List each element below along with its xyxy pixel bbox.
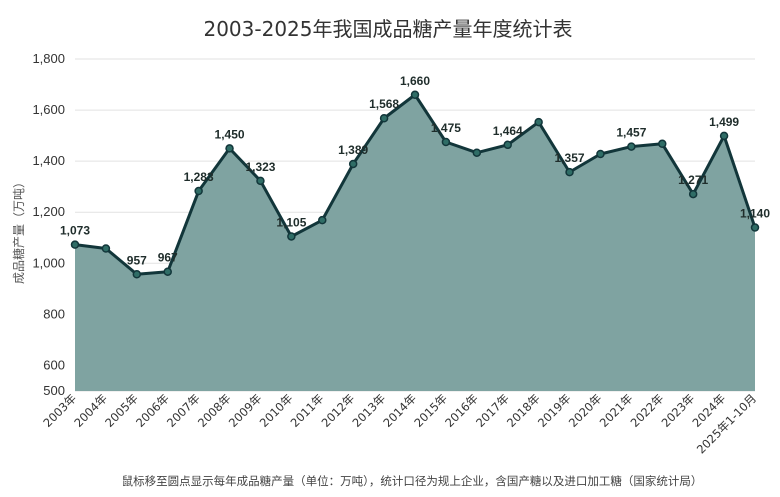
data-label: 1,140 [740, 207, 770, 221]
data-label: 1,660 [400, 74, 430, 88]
series-area [74, 93, 757, 391]
data-label: 1,450 [215, 127, 245, 141]
y-tick-label: 1,400 [32, 153, 65, 168]
data-point[interactable] [472, 148, 482, 157]
x-tick-label: 2015年 [411, 391, 450, 430]
data-point[interactable] [256, 176, 265, 186]
data-point[interactable] [627, 142, 636, 151]
y-tick-label: 600 [43, 357, 65, 372]
data-point[interactable] [596, 149, 605, 159]
data-label: 1,464 [493, 124, 523, 138]
x-tick-label: 2023年 [659, 391, 698, 430]
data-label: 1,073 [60, 224, 90, 238]
x-tick-label: 2016年 [442, 391, 481, 430]
x-tick-label: 2012年 [319, 391, 358, 430]
data-point[interactable] [70, 240, 80, 249]
data-point[interactable] [503, 140, 512, 150]
data-point[interactable] [379, 113, 389, 123]
y-tick-label: 1,800 [32, 51, 65, 66]
data-label: 1,499 [709, 115, 739, 129]
data-point[interactable] [101, 244, 111, 253]
data-point[interactable] [565, 167, 574, 177]
data-label: 1,105 [276, 215, 306, 229]
x-tick-label: 2011年 [288, 391, 327, 430]
x-tick-label: 2008年 [195, 391, 234, 430]
y-tick-label: 1,600 [32, 102, 65, 117]
x-tick-label: 2005年 [102, 391, 141, 430]
x-tick-label: 2013年 [349, 391, 388, 430]
data-label: 1,357 [555, 151, 585, 165]
data-label: 957 [127, 253, 147, 267]
data-label: 1,323 [245, 160, 275, 174]
data-point[interactable] [658, 139, 667, 149]
x-tick-label: 2018年 [504, 391, 543, 430]
data-point[interactable] [132, 270, 142, 279]
data-point[interactable] [534, 117, 543, 127]
data-points[interactable] [70, 90, 760, 279]
footnote: 鼠标移至圆点显示每年成品糖产量（单位：万吨），统计口径为规上企业，含国产糖以及进… [122, 474, 703, 488]
data-label: 1,271 [678, 173, 708, 187]
x-tick-label: 2010年 [257, 391, 296, 430]
y-tick-label: 500 [43, 383, 65, 398]
data-label: 1,568 [369, 97, 399, 111]
data-point[interactable] [719, 131, 729, 141]
data-point[interactable] [688, 189, 698, 199]
x-tick-label: 2019年 [535, 391, 574, 430]
data-labels: 1,073 957 967 1,283 1,450 1,323 1,105 1,389 1,56… [60, 74, 770, 268]
y-axis-ticks: 500 600 800 1,000 1,200 1,400 1,600 1,800 [32, 51, 65, 398]
x-tick-label: 2022年 [628, 391, 667, 430]
x-axis-ticks: 2003年2004年2005年2006年2007年2008年2009年2010年… [40, 391, 759, 456]
data-label: 1,283 [184, 170, 214, 184]
x-tick-label: 2020年 [566, 391, 605, 430]
area-fill [75, 94, 755, 391]
data-label: 1,389 [338, 143, 368, 157]
data-point[interactable] [225, 144, 234, 153]
y-axis-label: 成品糖产量（万吨） [11, 176, 26, 284]
data-point[interactable] [194, 186, 203, 196]
data-point[interactable] [163, 267, 172, 276]
y-tick-label: 800 [43, 306, 65, 321]
data-point[interactable] [318, 215, 327, 225]
data-label: 967 [158, 251, 178, 265]
data-point[interactable] [410, 90, 420, 100]
chart-title: 2003-2025年我国成品糖产量年度统计表 [203, 17, 572, 41]
x-tick-label: 2006年 [133, 391, 172, 430]
data-point[interactable] [441, 137, 451, 147]
x-tick-label: 2007年 [164, 391, 203, 430]
data-point[interactable] [287, 232, 296, 241]
x-tick-label: 2021年 [597, 391, 636, 430]
y-tick-label: 1,000 [32, 255, 65, 270]
x-tick-label: 2014年 [380, 391, 419, 430]
x-tick-label: 2017年 [473, 391, 512, 430]
data-point[interactable] [348, 159, 358, 169]
data-label: 1,457 [616, 126, 646, 140]
y-tick-label: 1,200 [32, 204, 65, 219]
data-point[interactable] [750, 223, 760, 232]
data-label: 1,475 [431, 121, 461, 135]
x-tick-label: 2009年 [226, 391, 265, 430]
x-tick-label: 2004年 [71, 391, 110, 430]
